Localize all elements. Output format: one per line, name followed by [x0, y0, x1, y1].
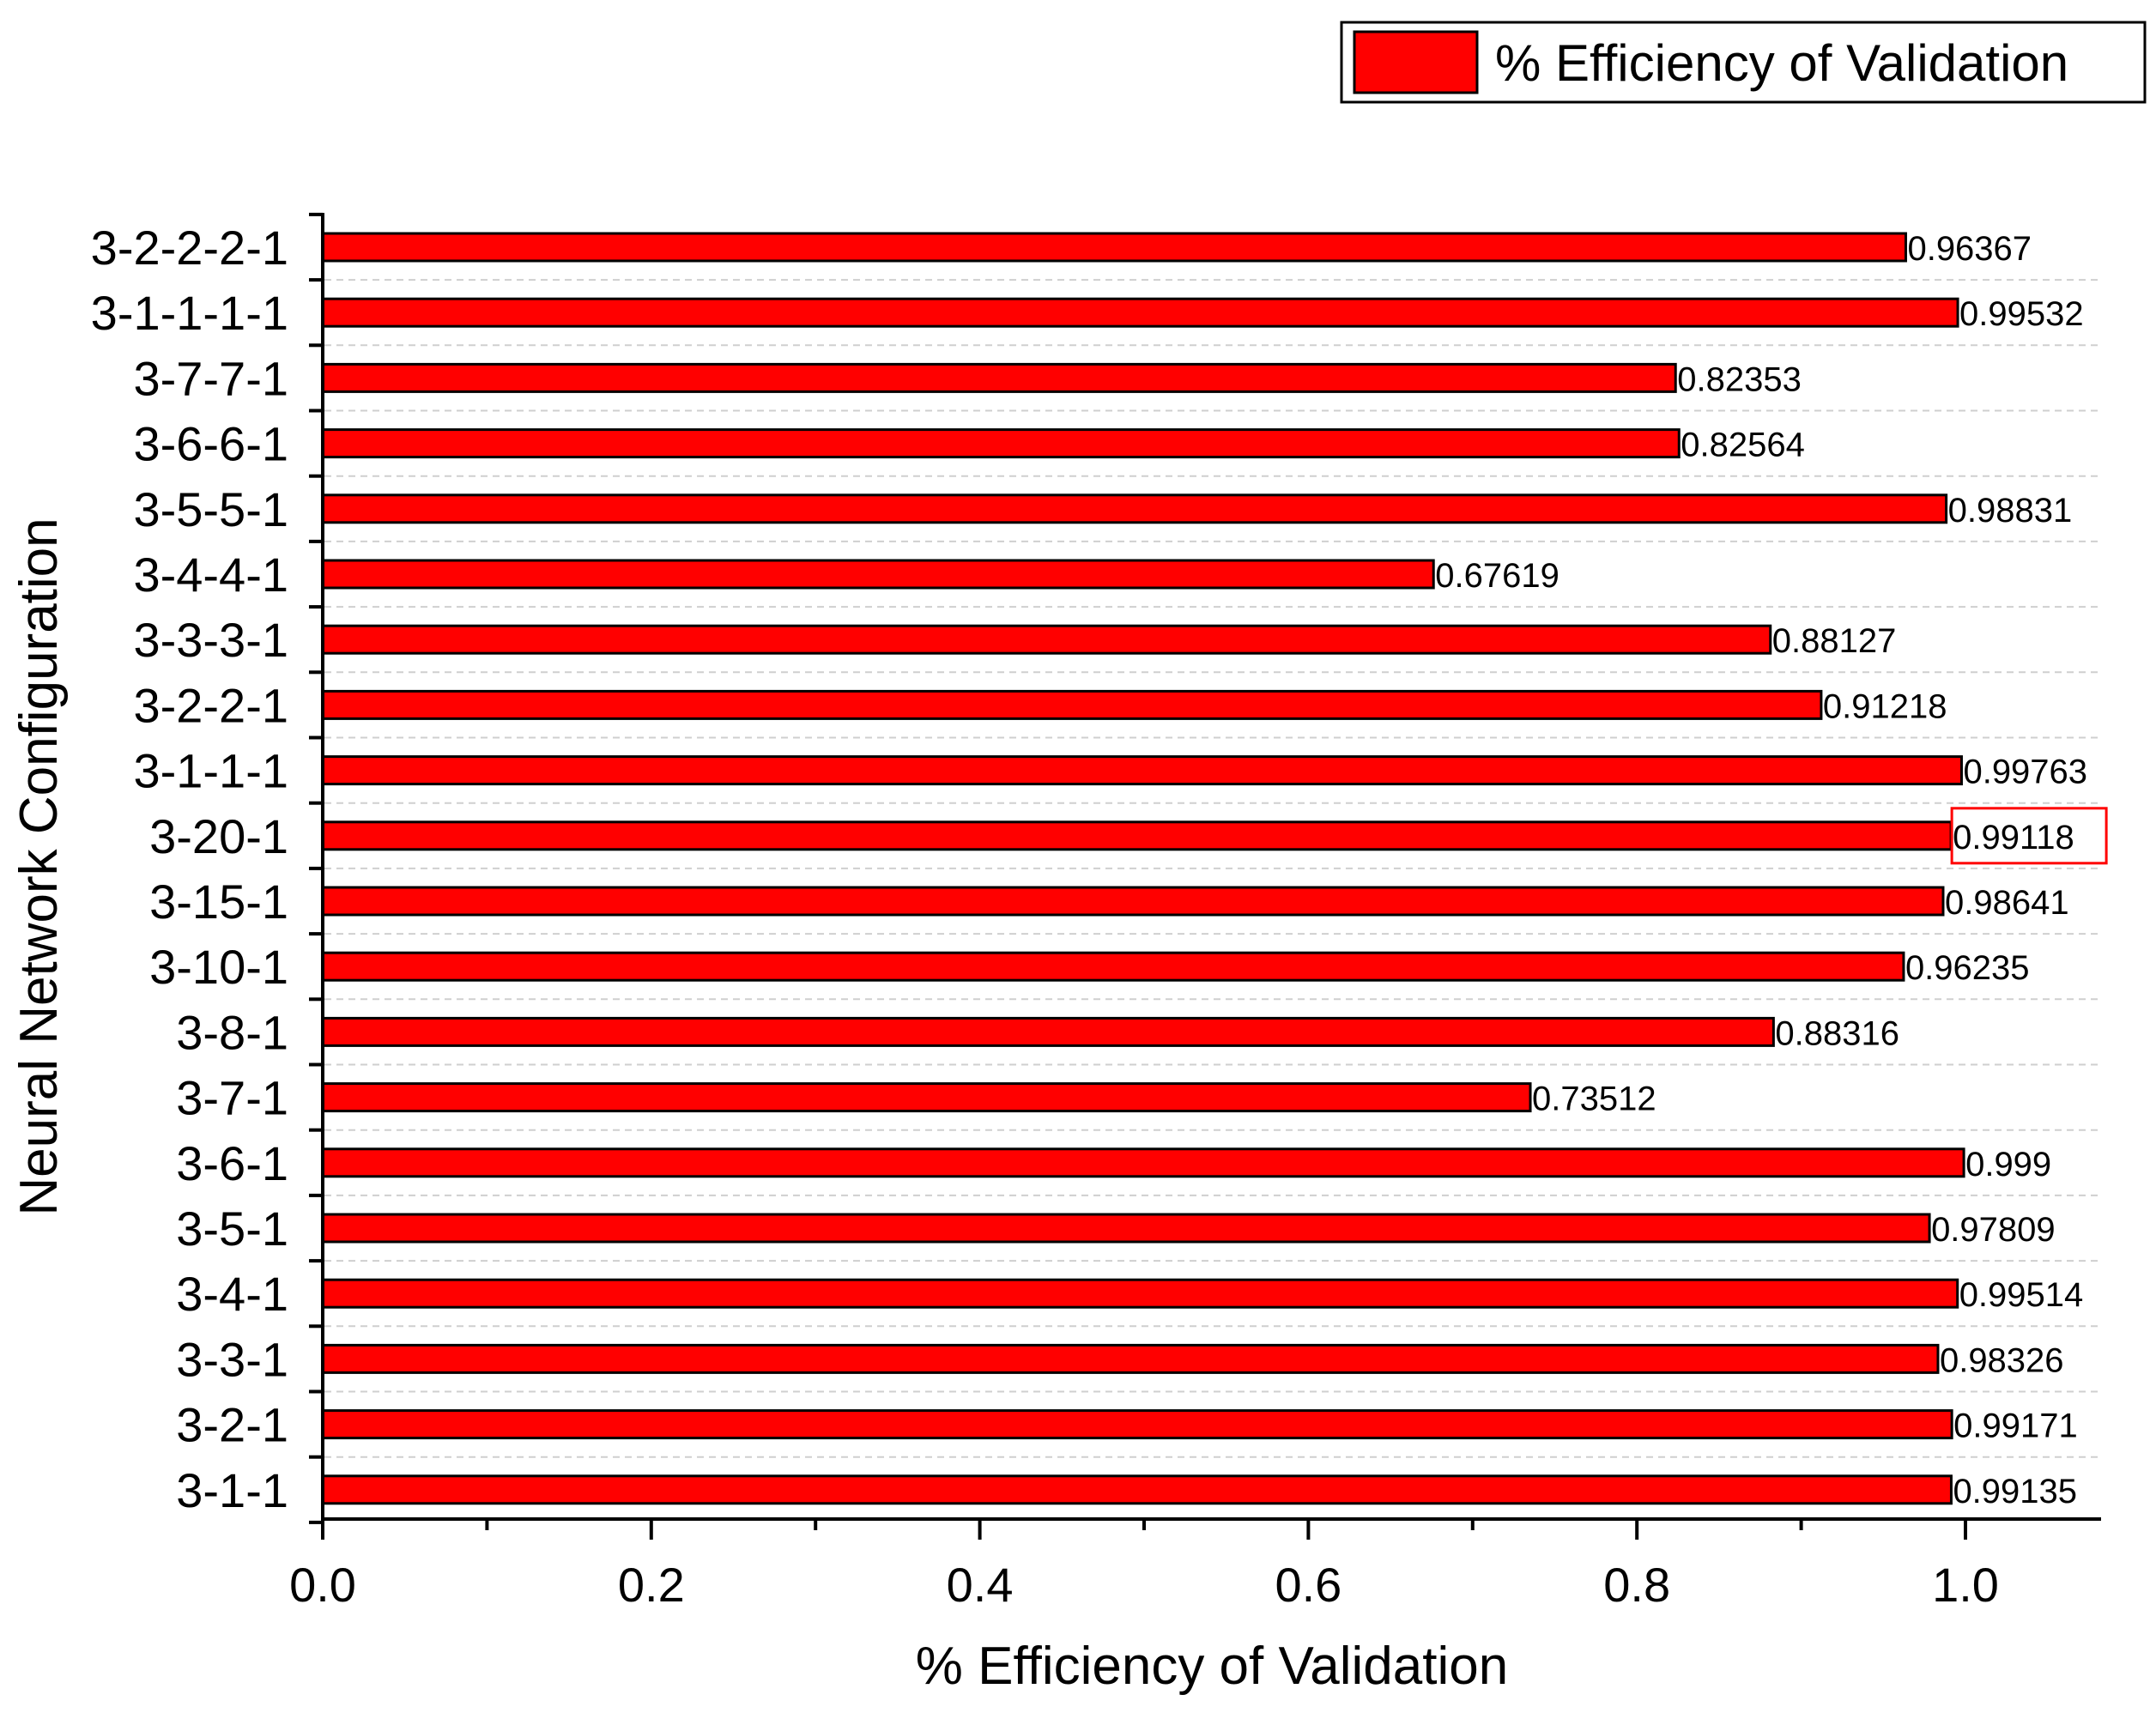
bar: [321, 689, 1823, 720]
bar-value-label: 0.98831: [1948, 492, 2073, 530]
x-tick-label: 1.0: [1932, 1558, 1999, 1612]
category-label: 3-8-1: [176, 1005, 288, 1059]
x-tick-label: 0.0: [289, 1558, 356, 1612]
y-axis-title: Neural Network Configuration: [9, 518, 69, 1215]
gridlines: [324, 279, 2101, 1458]
bar-value-label: 0.98641: [1945, 884, 2069, 922]
bar: [321, 428, 1681, 459]
bar-value-label: 0.73512: [1532, 1080, 1656, 1118]
bar: [321, 1213, 1931, 1244]
x-tick-labels: 0.0 0.2 0.4 0.6 0.8 1.0: [289, 1558, 1999, 1612]
category-label: 3-6-1: [176, 1136, 288, 1190]
bar-value-label: 0.67619: [1435, 557, 1559, 595]
category-label: 3-5-1: [176, 1202, 288, 1256]
bar: [321, 1343, 1940, 1374]
x-tick-label: 0.4: [947, 1558, 1014, 1612]
bar: [321, 1474, 1953, 1505]
category-label: 3-10-1: [149, 940, 288, 994]
axes: [309, 212, 2101, 1540]
highlight-box: [1950, 807, 2108, 865]
bar: [321, 232, 1907, 263]
bar-value-label: 0.88316: [1775, 1014, 1899, 1052]
bar: [321, 755, 1963, 786]
bar-value-label: 0.96235: [1905, 949, 2030, 987]
category-label: 3-3-3-1: [133, 613, 288, 667]
category-label: 3-4-1: [176, 1267, 288, 1321]
bar: [321, 1409, 1953, 1440]
bar-value-label: 0.99532: [1959, 295, 2084, 333]
bar: [321, 886, 1945, 917]
bar: [321, 1147, 1965, 1178]
category-label: 3-5-5-1: [133, 482, 288, 536]
y-tick-labels: 3-2-2-2-1 3-1-1-1-1 3-7-7-1 3-6-6-1 3-5-5-1 3…: [91, 221, 288, 1517]
bar-value-label: 0.999: [1965, 1146, 2051, 1183]
category-label: 3-1-1-1-1: [91, 286, 288, 340]
value-labels: 0.96367 0.99532 0.82353 0.82564 0.98831 0.676…: [1435, 230, 2108, 1510]
category-label: 3-1-1: [176, 1463, 288, 1517]
category-label: 3-2-2-1: [133, 678, 288, 732]
bar: [321, 493, 1948, 524]
category-label: 3-7-7-1: [133, 351, 288, 405]
bar: [321, 624, 1772, 655]
legend-swatch: [1353, 30, 1479, 94]
bar: [321, 951, 1905, 982]
bar: [321, 820, 1953, 851]
bar-value-label: 0.82564: [1681, 427, 1805, 464]
bar-value-label: 0.82353: [1677, 360, 1802, 398]
legend-label: % Efficiency of Validation: [1495, 34, 2068, 92]
category-label: 3-1-1-1: [133, 744, 288, 798]
category-label: 3-20-1: [149, 809, 288, 863]
bar: [321, 297, 1959, 328]
bar-value-label: 0.88127: [1772, 622, 1897, 660]
bar: [321, 559, 1435, 590]
bar: [321, 1278, 1959, 1309]
bar: [321, 1082, 1532, 1113]
bar-value-label: 0.91218: [1823, 687, 1947, 725]
category-label: 3-3-1: [176, 1332, 288, 1386]
bar-value-label: 0.98326: [1940, 1341, 2064, 1379]
x-tick-label: 0.8: [1603, 1558, 1670, 1612]
bar-value-label: 0.99763: [1963, 754, 2087, 791]
legend: % Efficiency of Validation: [1340, 21, 2147, 104]
bar: [321, 1016, 1775, 1047]
bar-value-label: 0.99514: [1959, 1276, 2084, 1314]
category-label: 3-15-1: [149, 875, 288, 929]
category-label: 3-2-1: [176, 1398, 288, 1452]
bar-value-label: 0.99135: [1953, 1473, 2077, 1510]
x-tick-label: 0.2: [618, 1558, 685, 1612]
x-tick-label: 0.6: [1275, 1558, 1341, 1612]
bar-value-label: 0.99171: [1953, 1407, 2078, 1445]
bar-value-label: 0.97809: [1931, 1211, 2056, 1249]
category-label: 3-6-6-1: [133, 417, 288, 471]
bar-value-label: 0.96367: [1907, 230, 2032, 268]
category-label: 3-7-1: [176, 1071, 288, 1125]
category-label: 3-4-4-1: [133, 548, 288, 602]
x-axis-title: % Efficiency of Validation: [916, 1637, 1508, 1696]
bar: [321, 362, 1677, 393]
bar-value-label: 0.99118: [1953, 819, 2074, 856]
category-label: 3-2-2-2-1: [91, 221, 288, 275]
